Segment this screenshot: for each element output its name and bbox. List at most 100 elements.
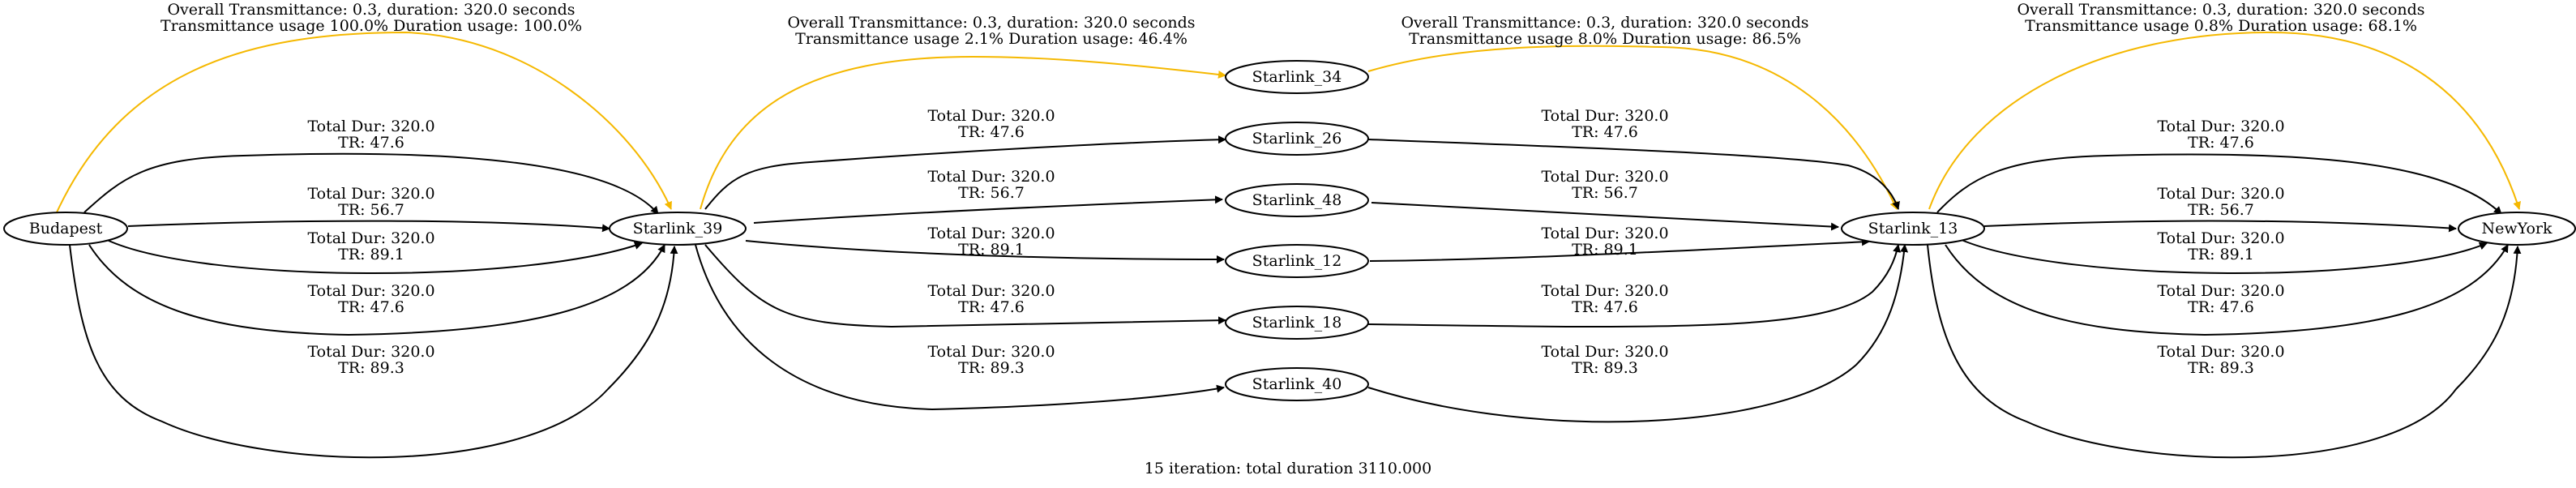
edge-label-starlink40-starlink13: Total Dur: 320.0 TR: 89.3 — [1541, 343, 1668, 377]
edge-starlink12-starlink13 — [1369, 238, 1870, 262]
svg-text:Total Dur: 320.0: Total Dur: 320.0 — [2157, 282, 2284, 300]
edge-budapest-starlink39-4 — [88, 244, 665, 336]
edge-label-starlink13-newyork-3: Total Dur: 320.0 TR: 89.1 — [2157, 229, 2284, 263]
svg-text:Total Dur: 320.0: Total Dur: 320.0 — [2157, 185, 2284, 203]
edge-label-starlink39-starlink26: Total Dur: 320.0 TR: 47.6 — [927, 107, 1055, 141]
svg-text:TR: 89.1: TR: 89.1 — [958, 241, 1025, 259]
svg-text:Total Dur: 320.0: Total Dur: 320.0 — [1541, 225, 1668, 242]
edge-starlink39-starlink12 — [745, 240, 1225, 263]
edge-starlink48-starlink13 — [1371, 202, 1839, 231]
node-label-starlink-26: Starlink_26 — [1252, 130, 1342, 148]
svg-text:Overall Transmittance: 0.3, du: Overall Transmittance: 0.3, duration: 32… — [2017, 1, 2424, 19]
edge-starlink40-starlink13 — [1367, 244, 1909, 423]
svg-text:Transmittance usage 100.0% Dur: Transmittance usage 100.0% Duration usag… — [160, 17, 582, 35]
node-starlink-40[interactable]: Starlink_40 — [1225, 367, 1369, 401]
node-label-starlink-34: Starlink_34 — [1252, 68, 1342, 86]
svg-text:TR: 89.3: TR: 89.3 — [1572, 359, 1638, 377]
svg-text:Overall Transmittance: 0.3, du: Overall Transmittance: 0.3, duration: 32… — [1401, 14, 1808, 32]
edge-starlink13-newyork-5 — [1927, 244, 2522, 459]
edge-starlink26-starlink13 — [1367, 139, 1900, 210]
edge-budapest-starlink39-2 — [127, 220, 610, 233]
svg-text:Overall Transmittance: 0.3, du: Overall Transmittance: 0.3, duration: 32… — [167, 1, 575, 19]
edge-label-starlink39-starlink48: Total Dur: 320.0 TR: 56.7 — [927, 168, 1055, 202]
svg-text:Total Dur: 320.0: Total Dur: 320.0 — [2157, 343, 2284, 361]
edge-label-starlink13-newyork-selected: Overall Transmittance: 0.3, duration: 32… — [2017, 1, 2424, 35]
svg-text:TR: 47.6: TR: 47.6 — [958, 123, 1025, 141]
edge-label-starlink39-starlink40: Total Dur: 320.0 TR: 89.3 — [927, 343, 1055, 377]
edge-label-starlink48-starlink13: Total Dur: 320.0 TR: 56.7 — [1541, 168, 1668, 202]
edge-budapest-starlink39-1 — [83, 152, 659, 215]
node-label-starlink-40: Starlink_40 — [1252, 375, 1342, 393]
edge-starlink39-starlink40 — [695, 244, 1225, 411]
svg-text:TR: 89.1: TR: 89.1 — [338, 246, 404, 263]
edge-label-budapest-starlink39-3: Total Dur: 320.0 TR: 89.1 — [307, 229, 434, 263]
node-label-newyork: NewYork — [2481, 220, 2552, 238]
edge-label-starlink39-starlink18: Total Dur: 320.0 TR: 47.6 — [927, 282, 1055, 316]
svg-text:TR: 47.6: TR: 47.6 — [2188, 298, 2254, 316]
edge-budapest-starlink39-5 — [69, 244, 678, 459]
node-starlink-48[interactable]: Starlink_48 — [1225, 183, 1369, 217]
node-label-starlink-13: Starlink_13 — [1868, 220, 1958, 238]
edge-starlink13-newyork-3 — [1961, 239, 2488, 274]
edge-label-starlink13-newyork-1: Total Dur: 320.0 TR: 47.6 — [2157, 118, 2284, 152]
node-starlink-39[interactable]: Starlink_39 — [609, 212, 747, 246]
edge-label-starlink12-starlink13: Total Dur: 320.0 TR: 89.1 — [1541, 225, 1668, 259]
svg-text:Total Dur: 320.0: Total Dur: 320.0 — [307, 282, 434, 300]
svg-text:Total Dur: 320.0: Total Dur: 320.0 — [307, 185, 434, 203]
edge-label-starlink39-starlink34-selected: Overall Transmittance: 0.3, duration: 32… — [787, 14, 1195, 48]
svg-text:TR: 56.7: TR: 56.7 — [958, 184, 1025, 202]
edge-label-starlink13-newyork-5: Total Dur: 320.0 TR: 89.3 — [2157, 343, 2284, 377]
node-starlink-34[interactable]: Starlink_34 — [1225, 60, 1369, 94]
svg-text:TR: 47.6: TR: 47.6 — [338, 298, 404, 316]
svg-text:TR: 89.1: TR: 89.1 — [2188, 246, 2254, 263]
edge-label-starlink13-newyork-4: Total Dur: 320.0 TR: 47.6 — [2157, 282, 2284, 316]
svg-text:Transmittance usage 0.8% Durat: Transmittance usage 0.8% Duration usage:… — [2025, 17, 2417, 35]
svg-text:TR: 47.6: TR: 47.6 — [958, 298, 1025, 316]
edge-label-starlink13-newyork-2: Total Dur: 320.0 TR: 56.7 — [2157, 185, 2284, 219]
edge-label-starlink34-starlink13-selected: Overall Transmittance: 0.3, duration: 32… — [1401, 14, 1808, 48]
node-starlink-18[interactable]: Starlink_18 — [1225, 306, 1369, 340]
graph-caption: 15 iteration: total duration 3110.000 — [1145, 460, 1431, 477]
svg-text:Total Dur: 320.0: Total Dur: 320.0 — [2157, 229, 2284, 247]
node-label-starlink-39: Starlink_39 — [633, 220, 723, 238]
svg-text:Total Dur: 320.0: Total Dur: 320.0 — [927, 282, 1055, 300]
svg-text:TR: 89.3: TR: 89.3 — [958, 359, 1025, 377]
svg-text:Total Dur: 320.0: Total Dur: 320.0 — [927, 225, 1055, 242]
edge-starlink34-starlink13-selected — [1367, 45, 1898, 210]
edge-starlink13-newyork-1 — [1936, 153, 2502, 215]
edge-starlink13-newyork-selected — [1928, 31, 2521, 210]
svg-text:TR: 47.6: TR: 47.6 — [2188, 134, 2254, 152]
node-budapest[interactable]: Budapest — [3, 212, 128, 246]
svg-text:TR: 89.3: TR: 89.3 — [338, 359, 404, 377]
svg-text:Total Dur: 320.0: Total Dur: 320.0 — [1541, 168, 1668, 186]
svg-text:Transmittance usage 2.1% Durat: Transmittance usage 2.1% Duration usage:… — [795, 30, 1187, 48]
node-starlink-13[interactable]: Starlink_13 — [1841, 212, 1985, 246]
svg-text:TR: 89.1: TR: 89.1 — [1572, 241, 1638, 259]
edge-label-starlink39-starlink12: Total Dur: 320.0 TR: 89.1 — [927, 225, 1055, 259]
node-label-starlink-12: Starlink_12 — [1252, 252, 1342, 270]
node-starlink-26[interactable]: Starlink_26 — [1225, 122, 1369, 156]
svg-text:TR: 56.7: TR: 56.7 — [2188, 201, 2254, 219]
svg-text:Total Dur: 320.0: Total Dur: 320.0 — [927, 168, 1055, 186]
edge-label-starlink26-starlink13: Total Dur: 320.0 TR: 47.6 — [1541, 107, 1668, 141]
edge-budapest-starlink39-selected — [56, 31, 672, 213]
node-label-budapest: Budapest — [29, 220, 103, 238]
svg-text:TR: 47.6: TR: 47.6 — [1572, 123, 1638, 141]
svg-text:Total Dur: 320.0: Total Dur: 320.0 — [307, 229, 434, 247]
node-label-starlink-18: Starlink_18 — [1252, 314, 1342, 332]
svg-text:Total Dur: 320.0: Total Dur: 320.0 — [1541, 343, 1668, 361]
edge-starlink39-starlink26 — [704, 135, 1226, 210]
svg-text:TR: 47.6: TR: 47.6 — [1572, 298, 1638, 316]
svg-text:Overall Transmittance: 0.3, du: Overall Transmittance: 0.3, duration: 32… — [787, 14, 1195, 32]
svg-text:Total Dur: 320.0: Total Dur: 320.0 — [307, 343, 434, 361]
node-newyork[interactable]: NewYork — [2458, 212, 2576, 246]
svg-text:TR: 56.7: TR: 56.7 — [338, 201, 404, 219]
edge-starlink13-newyork-4 — [1945, 244, 2509, 336]
edge-label-budapest-starlink39-selected: Overall Transmittance: 0.3, duration: 32… — [160, 1, 582, 35]
node-starlink-12[interactable]: Starlink_12 — [1225, 244, 1369, 278]
edge-starlink13-newyork-2 — [1983, 220, 2457, 233]
svg-text:TR: 47.6: TR: 47.6 — [338, 134, 404, 152]
edge-starlink39-starlink18 — [704, 244, 1226, 328]
svg-text:TR: 56.7: TR: 56.7 — [1572, 184, 1638, 202]
